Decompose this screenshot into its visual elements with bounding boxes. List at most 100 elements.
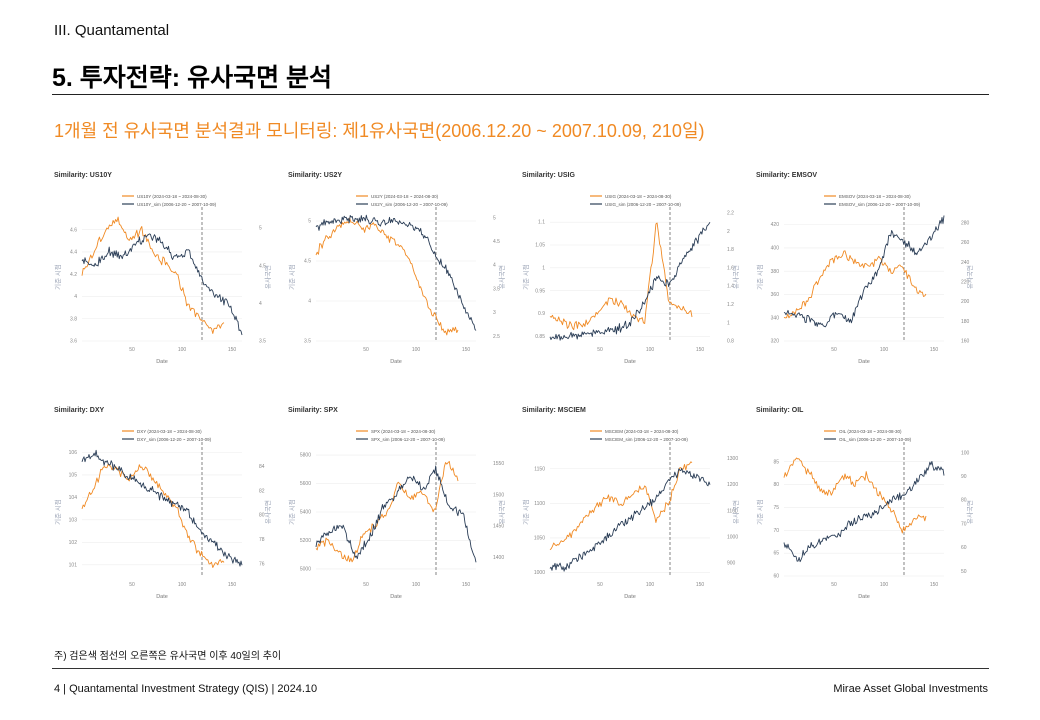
y-tick-left: 103 bbox=[69, 517, 78, 523]
legend-label: US10Y_sim (2006-12-20 ~ 2007-10-09) bbox=[137, 202, 217, 207]
x-tick: 50 bbox=[597, 582, 603, 588]
y-tick-right: 2.5 bbox=[493, 334, 500, 340]
chart-title: Similarity: OIL bbox=[756, 407, 804, 414]
y-tick-right: 1550 bbox=[493, 461, 504, 467]
y-axis-label-right: 유사국면 bbox=[731, 500, 740, 524]
series-line-sim bbox=[783, 215, 945, 328]
x-tick: 50 bbox=[363, 347, 369, 353]
y-tick-left: 101 bbox=[69, 562, 78, 568]
y-tick-left: 80 bbox=[773, 482, 779, 488]
chart-msciem: Similarity: MSCIEM MSCIEM (2024-03-18 ~ 2… bbox=[520, 400, 745, 600]
y-tick-right: 280 bbox=[961, 220, 970, 226]
x-axis-label: Date bbox=[858, 359, 870, 365]
y-tick-left: 1050 bbox=[534, 536, 545, 542]
chart-title: Similarity: MSCIEM bbox=[522, 407, 586, 414]
y-tick-right: 3.5 bbox=[259, 339, 266, 345]
chart-svg: Similarity: SPX SPX (2024-03-18 ~ 2024-08… bbox=[287, 407, 506, 600]
y-tick-right: 200 bbox=[961, 299, 970, 305]
y-tick-right: 50 bbox=[961, 569, 967, 575]
y-tick-right: 1500 bbox=[493, 492, 504, 498]
chart-svg: Similarity: OIL OIL (2024-03-18 ~ 2024-08… bbox=[755, 407, 974, 600]
y-tick-left: 360 bbox=[771, 292, 780, 298]
x-tick: 150 bbox=[228, 582, 237, 588]
x-tick: 150 bbox=[930, 582, 939, 588]
y-tick-right: 76 bbox=[259, 561, 265, 567]
legend-label: US10Y (2024-03-18 ~ 2024-08-30) bbox=[137, 194, 207, 199]
y-tick-right: 82 bbox=[259, 488, 265, 494]
series-line-sim bbox=[81, 449, 243, 567]
y-tick-right: 1000 bbox=[727, 534, 738, 540]
y-tick-left: 4 bbox=[74, 294, 77, 300]
y-tick-left: 70 bbox=[773, 528, 779, 534]
x-tick: 50 bbox=[597, 347, 603, 353]
y-tick-left: 105 bbox=[69, 473, 78, 479]
legend-label: SPX_sim (2006-12-20 ~ 2007-10-09) bbox=[371, 437, 445, 442]
chart-svg: Similarity: DXY DXY (2024-03-18 ~ 2024-08… bbox=[53, 407, 272, 600]
y-axis-label-right: 유사국면 bbox=[965, 500, 974, 524]
series-line-sim bbox=[783, 460, 945, 563]
x-axis-label: Date bbox=[156, 594, 168, 600]
y-tick-right: 3.5 bbox=[493, 286, 500, 292]
chart-us10y: Similarity: US10Y US10Y (2024-03-18 ~ 202… bbox=[52, 165, 277, 365]
y-tick-left: 5400 bbox=[300, 510, 311, 516]
footnote: 주) 검은색 점선의 오른쪽은 유사국면 이후 40일의 추이 bbox=[54, 651, 282, 662]
y-tick-right: 900 bbox=[727, 561, 736, 567]
x-tick: 100 bbox=[646, 347, 655, 353]
series-line-sim bbox=[315, 465, 477, 563]
chart-svg: Similarity: EMSOV EMSOV (2024-03-18 ~ 202… bbox=[755, 172, 974, 365]
y-tick-right: 160 bbox=[961, 339, 970, 345]
y-tick-right: 3 bbox=[493, 310, 496, 316]
y-axis-label-left: 기준 시점 bbox=[53, 499, 62, 525]
x-axis-label: Date bbox=[624, 594, 636, 600]
y-axis-label-left: 기준 시점 bbox=[755, 499, 764, 525]
y-axis-label-left: 기준 시점 bbox=[53, 264, 62, 290]
y-tick-right: 1.2 bbox=[727, 302, 734, 308]
chart-title: Similarity: SPX bbox=[288, 407, 338, 414]
y-tick-right: 220 bbox=[961, 280, 970, 286]
y-tick-right: 1 bbox=[727, 320, 730, 326]
x-axis-label: Date bbox=[156, 359, 168, 365]
y-tick-left: 0.9 bbox=[538, 311, 545, 317]
chart-svg: Similarity: MSCIEM MSCIEM (2024-03-18 ~ 2… bbox=[521, 407, 740, 600]
x-axis-label: Date bbox=[624, 359, 636, 365]
y-tick-left: 3.5 bbox=[304, 339, 311, 345]
y-tick-right: 70 bbox=[961, 521, 967, 527]
series-line-sim bbox=[81, 233, 243, 336]
y-tick-right: 1300 bbox=[727, 456, 738, 462]
y-tick-left: 65 bbox=[773, 551, 779, 557]
y-tick-left: 5600 bbox=[300, 481, 311, 487]
y-tick-right: 240 bbox=[961, 260, 970, 266]
chart-spx: Similarity: SPX SPX (2024-03-18 ~ 2024-08… bbox=[286, 400, 511, 600]
footer-divider bbox=[52, 668, 989, 669]
series-line-current bbox=[81, 463, 225, 568]
y-tick-right: 4.5 bbox=[493, 239, 500, 245]
chart-oil: Similarity: OIL OIL (2024-03-18 ~ 2024-08… bbox=[754, 400, 979, 600]
legend-label: DXY_sim (2006-12-20 ~ 2007-10-09) bbox=[137, 437, 212, 442]
y-tick-right: 4 bbox=[259, 301, 262, 307]
x-axis-label: Date bbox=[390, 359, 402, 365]
y-axis-label-left: 기준 시점 bbox=[755, 264, 764, 290]
legend-label: MSCIEM_sim (2006-12-20 ~ 2007-10-09) bbox=[605, 437, 688, 442]
chart-title: Similarity: DXY bbox=[54, 407, 105, 414]
y-tick-right: 84 bbox=[259, 464, 265, 470]
legend-label: USIG_sim (2006-12-20 ~ 2007-10-09) bbox=[605, 202, 681, 207]
title-divider bbox=[52, 94, 989, 95]
y-tick-left: 4.4 bbox=[70, 250, 77, 256]
y-axis-label-right: 유사국면 bbox=[731, 265, 740, 289]
series-line-current bbox=[549, 222, 693, 331]
chart-emsov: Similarity: EMSOV EMSOV (2024-03-18 ~ 202… bbox=[754, 165, 979, 365]
y-tick-right: 4 bbox=[493, 263, 496, 269]
x-tick: 100 bbox=[178, 347, 187, 353]
chart-title: Similarity: USIG bbox=[522, 172, 575, 179]
x-tick: 100 bbox=[880, 582, 889, 588]
x-tick: 50 bbox=[129, 347, 135, 353]
y-tick-right: 1450 bbox=[493, 524, 504, 530]
chart-svg: Similarity: US2Y US2Y (2024-03-18 ~ 2024-… bbox=[287, 172, 506, 365]
y-tick-left: 380 bbox=[771, 269, 780, 275]
y-tick-right: 260 bbox=[961, 240, 970, 246]
x-tick: 50 bbox=[363, 582, 369, 588]
y-tick-left: 400 bbox=[771, 246, 780, 252]
y-tick-left: 0.95 bbox=[535, 288, 545, 294]
y-tick-right: 100 bbox=[961, 450, 970, 456]
y-tick-right: 1.8 bbox=[727, 247, 734, 253]
